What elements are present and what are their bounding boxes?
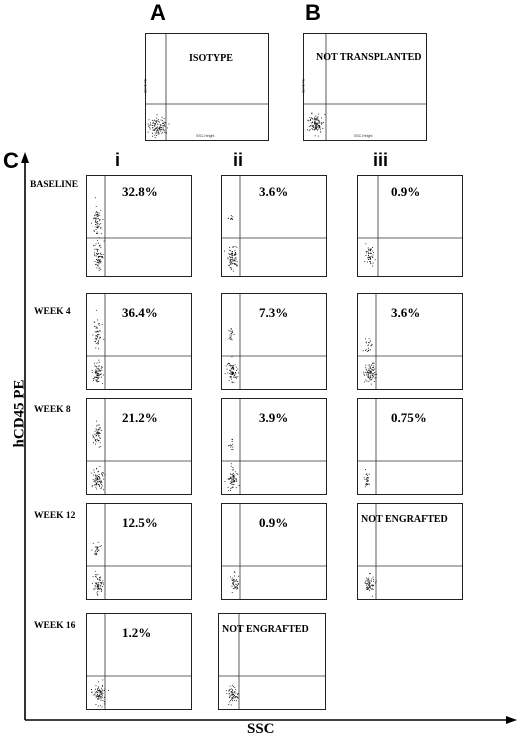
column-header-ii: ii bbox=[233, 150, 244, 170]
scatter-points bbox=[222, 399, 326, 494]
scatter-points bbox=[222, 294, 326, 389]
x-axis-text: SSC-Height bbox=[354, 134, 373, 138]
percentage-label: 12.5% bbox=[122, 515, 158, 530]
percentage-label: 3.6% bbox=[391, 305, 421, 320]
plot-isotype: ISOTYPE CD45 PE SSC-Height bbox=[143, 33, 269, 141]
panel-label-a: A bbox=[150, 0, 166, 25]
scatter-points bbox=[304, 34, 426, 140]
percentage-label: 1.2% bbox=[122, 625, 152, 640]
row-label-baseline: BASELINE bbox=[30, 180, 79, 190]
plot-week16-ii: NOT ENGRAFTED bbox=[218, 613, 326, 710]
not-engrafted-label: NOT ENGRAFTED bbox=[222, 624, 309, 635]
percentage-label: 36.4% bbox=[122, 305, 158, 320]
plot-label: ISOTYPE bbox=[189, 53, 233, 64]
panel-label-b: B bbox=[305, 0, 321, 25]
scatter-points bbox=[358, 504, 462, 599]
row-label-week-4: WEEK 4 bbox=[34, 307, 71, 317]
scatter-points bbox=[358, 294, 462, 389]
column-header-i: i bbox=[115, 150, 121, 170]
plot-week4-i: 36.4% bbox=[86, 293, 192, 390]
plot-baseline-ii: 3.6% bbox=[221, 175, 327, 277]
plot-week8-i: 21.2% bbox=[86, 398, 192, 495]
panel-label-c: C bbox=[3, 148, 19, 173]
percentage-label: 0.9% bbox=[259, 515, 289, 530]
plot-week8-ii: 3.9% bbox=[221, 398, 327, 495]
dot-cloud bbox=[147, 114, 170, 139]
dot-cloud bbox=[224, 328, 239, 384]
dot-cloud bbox=[91, 679, 109, 708]
plot-week4-iii: 3.6% bbox=[357, 293, 463, 390]
percentage-label: 32.8% bbox=[122, 184, 158, 199]
plot-baseline-i: 32.8% bbox=[86, 175, 192, 277]
scatter-points bbox=[87, 504, 191, 599]
column-header-iii: iii bbox=[373, 150, 389, 170]
dot-cloud bbox=[91, 420, 106, 491]
dot-cloud bbox=[230, 571, 241, 593]
not-engrafted-label: NOT ENGRAFTED bbox=[361, 514, 448, 525]
percentage-label: 0.9% bbox=[391, 184, 421, 199]
dot-cloud bbox=[362, 338, 377, 385]
percentage-label: 3.9% bbox=[259, 410, 289, 425]
dot-cloud bbox=[91, 541, 104, 596]
scatter-points bbox=[87, 176, 191, 276]
plot-week12-iii: NOT ENGRAFTED bbox=[357, 503, 463, 600]
scatter-points bbox=[222, 176, 326, 276]
y-axis-label: hCD45 PE bbox=[11, 379, 28, 448]
dot-cloud bbox=[364, 243, 376, 267]
plot-label: NOT TRANSPLANTED bbox=[316, 52, 422, 63]
dot-cloud bbox=[224, 438, 240, 492]
y-axis-text: CD45 PE bbox=[143, 78, 148, 94]
scatter-points bbox=[222, 504, 326, 599]
scatter-points bbox=[87, 294, 191, 389]
scatter-points bbox=[87, 399, 191, 494]
row-label-week-8: WEEK 8 bbox=[34, 405, 71, 415]
plot-not-transplanted: NOT TRANSPLANTED CD45 PE SSC-Height bbox=[301, 33, 427, 141]
dot-cloud bbox=[224, 215, 238, 272]
percentage-label: 21.2% bbox=[122, 410, 158, 425]
plot-baseline-iii: 0.9% bbox=[357, 175, 463, 277]
scatter-points bbox=[146, 34, 268, 140]
y-axis-text: CD45 PE bbox=[301, 78, 306, 94]
dot-cloud bbox=[91, 197, 105, 271]
row-label-week-12: WEEK 12 bbox=[34, 511, 76, 521]
plot-week12-ii: 0.9% bbox=[221, 503, 327, 600]
dot-cloud bbox=[91, 309, 105, 385]
plot-week16-i: 1.2% bbox=[86, 613, 192, 710]
scatter-points bbox=[358, 399, 462, 494]
percentage-label: 7.3% bbox=[259, 305, 289, 320]
plot-week4-ii: 7.3% bbox=[221, 293, 327, 390]
row-label-week-16: WEEK 16 bbox=[34, 621, 76, 631]
percentage-label: 0.75% bbox=[391, 410, 427, 425]
scatter-points bbox=[87, 614, 191, 709]
percentage-label: 3.6% bbox=[259, 184, 289, 199]
dot-cloud bbox=[364, 572, 377, 597]
scatter-points bbox=[219, 614, 325, 709]
dot-cloud bbox=[363, 469, 370, 488]
plot-week8-iii: 0.75% bbox=[357, 398, 463, 495]
x-axis-text: SSC-Height bbox=[196, 134, 215, 138]
plot-week12-i: 12.5% bbox=[86, 503, 192, 600]
scatter-points bbox=[358, 176, 462, 276]
dot-cloud bbox=[225, 685, 239, 706]
x-axis-label: SSC bbox=[247, 721, 275, 737]
dot-cloud bbox=[307, 112, 326, 137]
